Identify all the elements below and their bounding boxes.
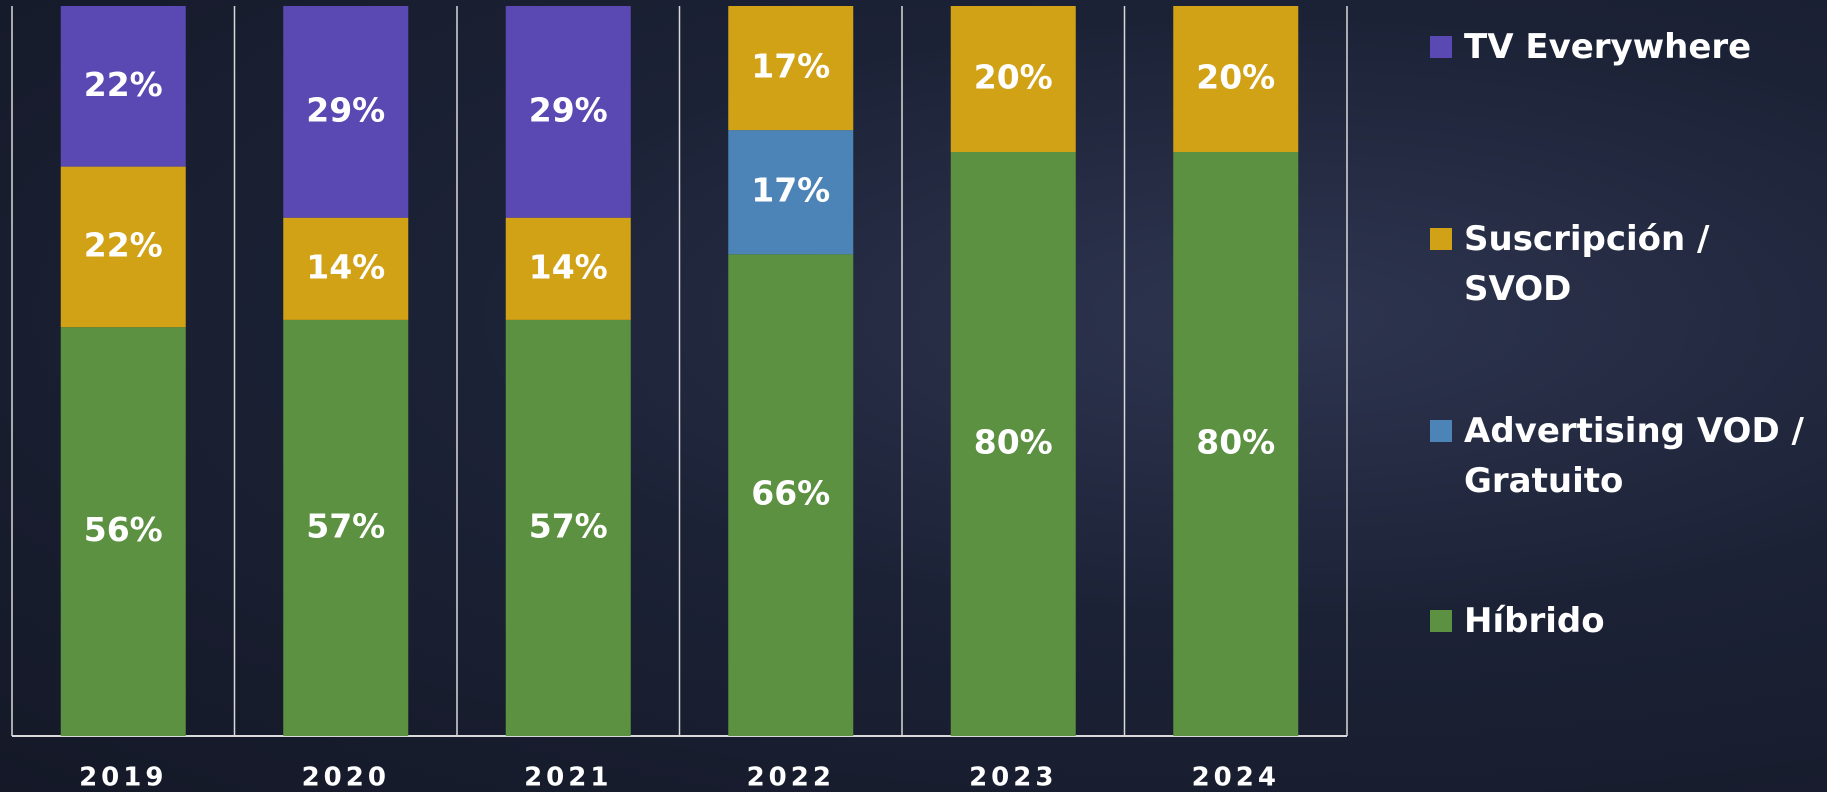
bar-segment (60, 6, 186, 167)
legend-swatch (1430, 610, 1452, 632)
legend-label: Híbrido (1464, 601, 1605, 641)
data-label: 29% (529, 90, 608, 129)
legend-swatch (1430, 228, 1452, 250)
legend-item: TV Everywhere (1430, 22, 1825, 72)
legend-swatch (1430, 36, 1452, 58)
legend-item: Advertising VOD / Gratuito (1430, 406, 1825, 506)
data-label: 20% (974, 58, 1053, 97)
bar-segment (728, 6, 854, 131)
data-label: 22% (84, 225, 163, 264)
legend-item: Híbrido (1430, 596, 1825, 646)
bar-segment (505, 217, 631, 320)
legend-swatch (1430, 420, 1452, 442)
bar-segment (950, 6, 1076, 152)
data-label: 20% (1196, 58, 1275, 97)
x-tick-label: 2020 (302, 763, 390, 792)
x-tick-label: 2024 (1192, 763, 1280, 792)
bar-segment (1173, 6, 1299, 152)
data-label: 57% (529, 506, 608, 545)
data-label: 14% (306, 247, 385, 286)
x-tick-label: 2023 (969, 763, 1057, 792)
data-label: 29% (306, 90, 385, 129)
legend-label: TV Everywhere (1464, 27, 1752, 67)
x-tick-label: 2019 (79, 763, 167, 792)
bar-segment (283, 217, 409, 320)
data-label: 17% (751, 47, 830, 86)
bar-segment (505, 319, 631, 736)
data-label: 22% (84, 65, 163, 104)
bar-segment (728, 254, 854, 736)
legend-label: Suscripción / SVOD (1464, 219, 1710, 309)
bar-segment (950, 152, 1076, 736)
x-tick-label: 2021 (524, 763, 612, 792)
bar-segment (1173, 152, 1299, 736)
bar-segment (60, 327, 186, 736)
legend-label: Advertising VOD / Gratuito (1464, 411, 1804, 501)
bar-segment (283, 319, 409, 736)
data-label: 66% (751, 474, 830, 513)
data-label: 57% (306, 506, 385, 545)
data-label: 14% (529, 247, 608, 286)
data-label: 17% (751, 171, 830, 210)
x-tick-label: 2022 (747, 763, 835, 792)
bar-segment (60, 166, 186, 328)
legend-item: Suscripción / SVOD (1430, 214, 1825, 314)
bar-segment (283, 6, 409, 218)
data-label: 80% (1196, 423, 1275, 462)
data-label: 56% (84, 510, 163, 549)
bar-segment (728, 130, 854, 255)
bar-segment (505, 6, 631, 218)
data-label: 80% (974, 423, 1053, 462)
